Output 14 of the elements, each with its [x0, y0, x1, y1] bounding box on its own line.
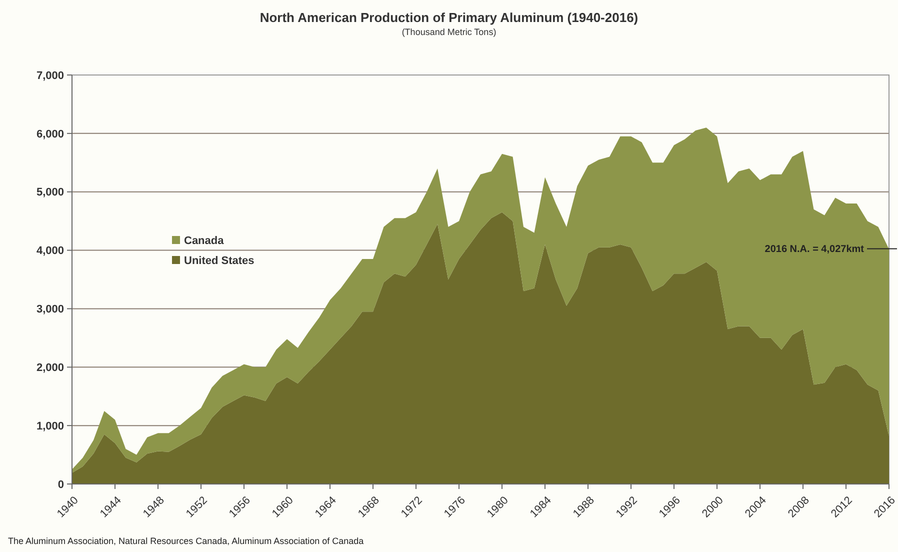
- legend-label: United States: [184, 254, 254, 267]
- chart-subtitle: (Thousand Metric Tons): [402, 27, 496, 37]
- y-tick-label: 7,000: [36, 70, 64, 82]
- y-tick-label: 6,000: [36, 128, 64, 140]
- y-tick-label: 1,000: [36, 420, 64, 432]
- y-tick-label: 4,000: [36, 245, 64, 258]
- y-tick-label: 0: [58, 478, 64, 491]
- y-tick-label: 3,000: [36, 304, 64, 316]
- y-tick-label: 2,000: [36, 362, 64, 374]
- text: The Aluminum Association, Natural Resources Canada, Aluminum Association of Canada: [8, 536, 364, 546]
- y-tick-label: 5,000: [36, 186, 64, 199]
- annotation: 2016 N.A. = 4,027kmt: [764, 244, 865, 256]
- legend-label: Canada: [184, 234, 225, 247]
- chart-title: North American Production of Primary Aluminum (1940-2016): [260, 10, 638, 25]
